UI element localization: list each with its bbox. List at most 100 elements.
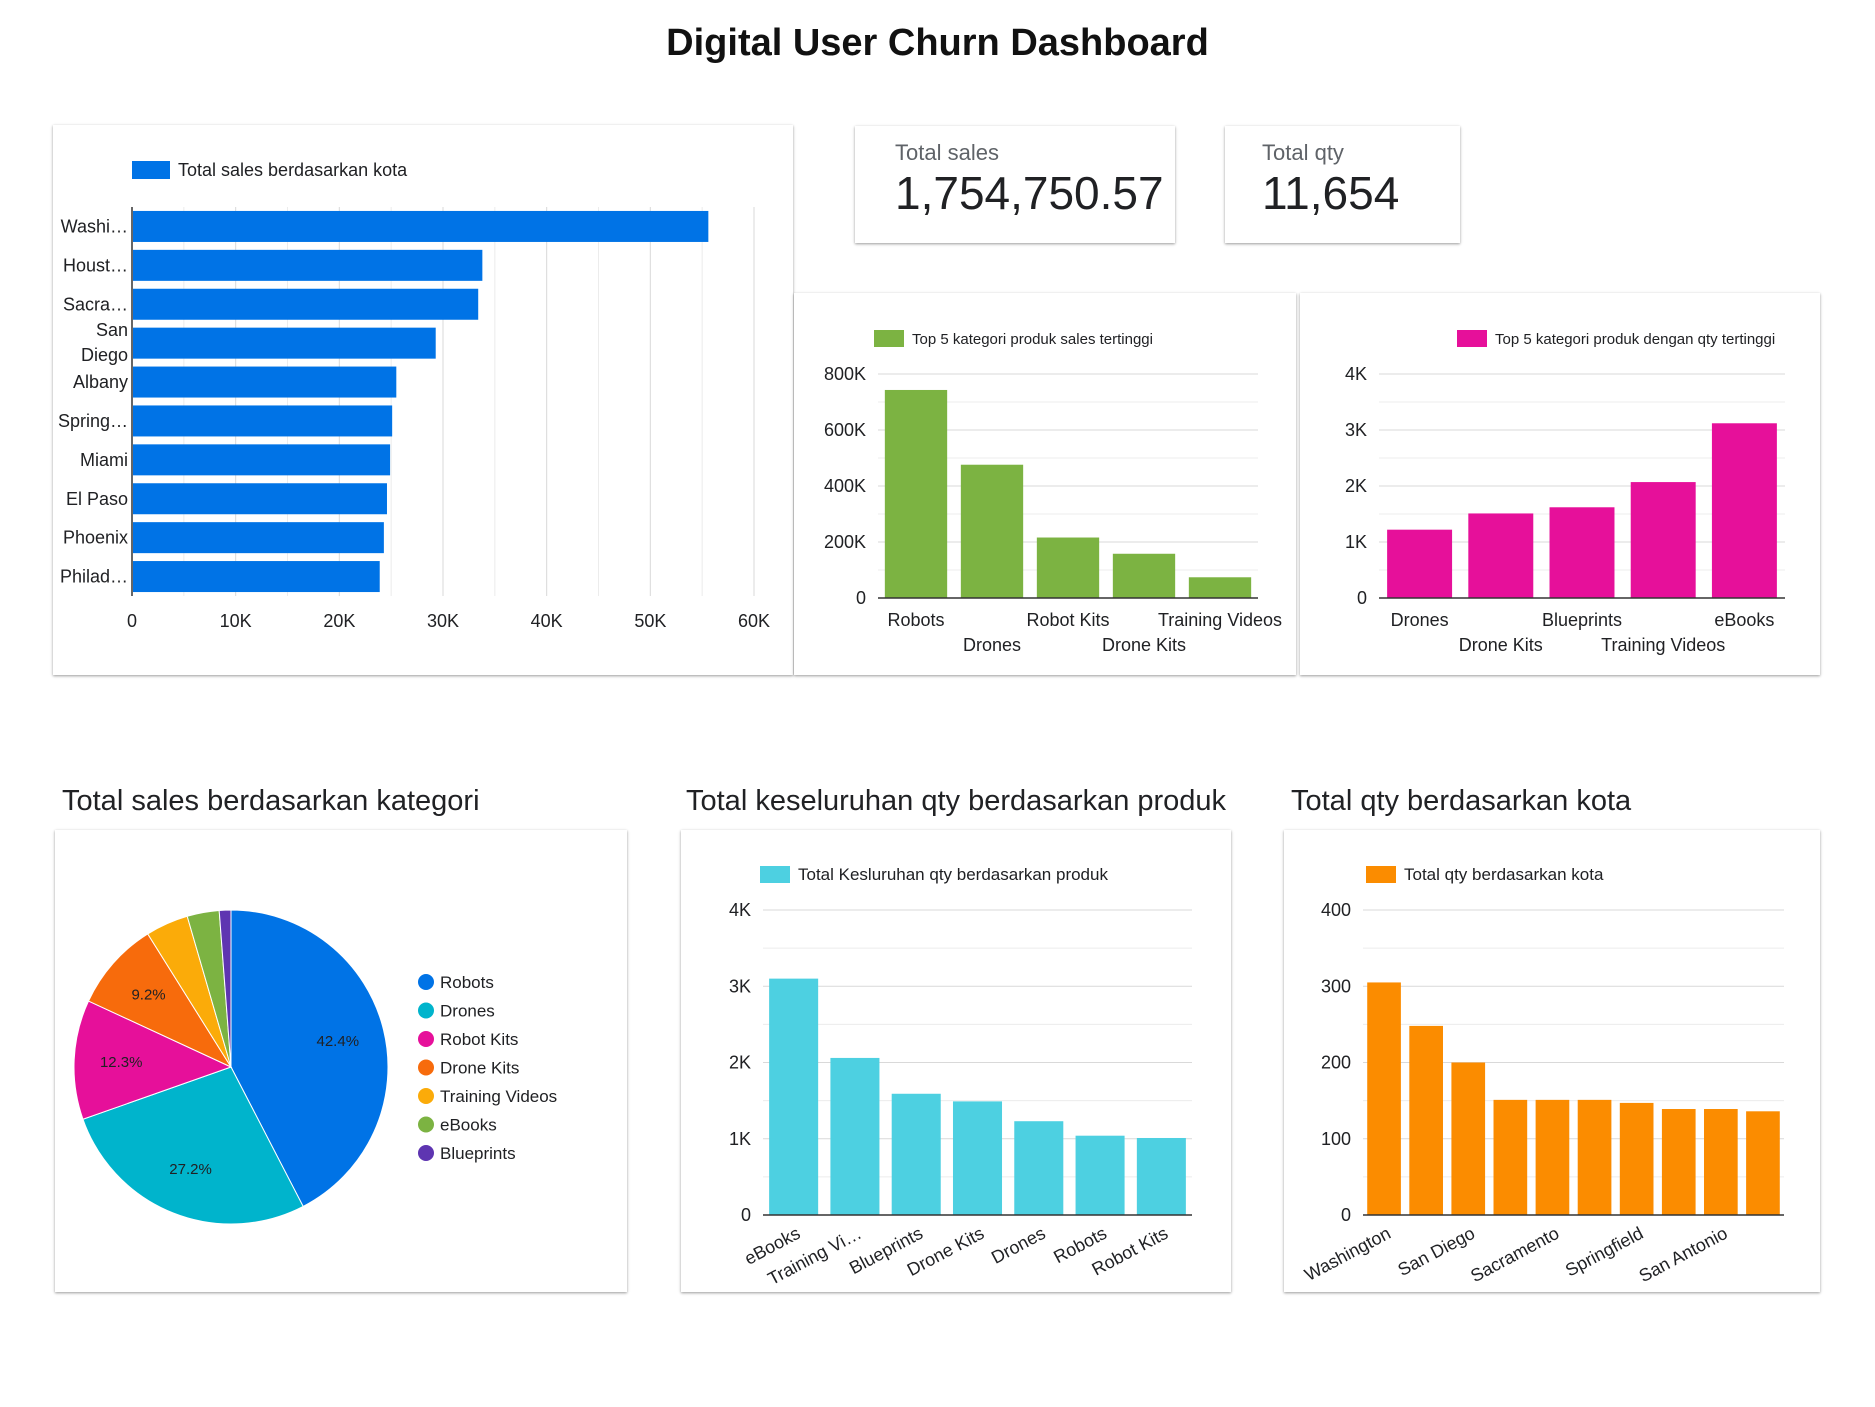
legend-swatch [1457, 330, 1487, 347]
y-tick-label: Washi… [61, 216, 128, 236]
x-tick-label: Robots [887, 610, 944, 630]
qty-city-heading: Total qty berdasarkan kota [1291, 785, 1632, 817]
legend-marker [418, 1059, 434, 1076]
y-tick-label: 3K [729, 976, 751, 996]
x-tick-label: Drones [988, 1223, 1049, 1268]
x-tick-label: San Antonio [1636, 1223, 1731, 1286]
y-tick-label: 0 [1357, 588, 1367, 608]
x-tick-label: Drone Kits [1102, 635, 1186, 655]
total-qty-value: 11,654 [1262, 167, 1400, 219]
top5-sales-card: Top 5 kategori produk sales tertinggi 0 20… [794, 293, 1296, 675]
bar [830, 1057, 880, 1215]
pie-value-label: 9.2% [131, 986, 165, 1003]
x-tick-label: 10K [220, 611, 252, 631]
legend-label: Top 5 kategori produk sales tertinggi [912, 331, 1153, 348]
x-tick-label: eBooks [1714, 610, 1774, 630]
bar [1577, 1099, 1612, 1215]
qty-by-product-chart: Total Kesluruhan qty berdasarkan produk 0… [729, 865, 1192, 1289]
y-tick-label: 0 [856, 588, 866, 608]
x-tick-label: 0 [127, 611, 137, 631]
pie-heading: Total sales berdasarkan kategori [62, 785, 480, 817]
x-tick-label: 40K [531, 611, 563, 631]
bar [1387, 529, 1453, 598]
bar [1036, 537, 1100, 598]
bar [1451, 1062, 1486, 1215]
bar [133, 210, 709, 242]
bar [133, 366, 397, 398]
y-tick-label: 1K [729, 1129, 751, 1149]
y-tick-label: Houst… [63, 255, 128, 275]
bar [1188, 577, 1252, 598]
legend-label: Robot Kits [440, 1030, 518, 1049]
legend-label: Drone Kits [440, 1059, 519, 1078]
pie-slice [73, 1000, 233, 1120]
pie-slice [218, 909, 232, 1068]
y-tick-label: 100 [1321, 1129, 1351, 1149]
legend-swatch [132, 161, 170, 179]
y-tick-label: 0 [1341, 1205, 1351, 1225]
x-tick-label: Blueprints [1542, 610, 1622, 630]
qty-by-city-card: Total qty berdasarkan kota 0 100 200 300 400 W… [1284, 830, 1820, 1292]
y-tick-label: 600K [824, 420, 866, 440]
legend-label: Drones [440, 1002, 495, 1021]
x-tick-label: Springfield [1562, 1223, 1646, 1281]
legend-swatch [874, 330, 904, 347]
x-tick-label: Washington [1301, 1223, 1394, 1285]
bar [133, 249, 483, 281]
total-qty-label: Total qty [1262, 140, 1344, 165]
y-tick-label: Spring… [58, 411, 128, 431]
legend-marker [418, 1116, 434, 1133]
bar [1535, 1099, 1570, 1215]
page-title: Digital User Churn Dashboard [666, 22, 1209, 64]
legend-swatch [1366, 866, 1396, 883]
bar [1112, 553, 1176, 598]
y-tick-label: Sacra… [63, 294, 128, 314]
y-tick-label: Albany [73, 372, 128, 392]
x-tick-label: San Diego [1395, 1223, 1479, 1280]
x-tick-label: Drones [1391, 610, 1449, 630]
x-tick-label: 60K [738, 611, 770, 631]
legend-label: Total Kesluruhan qty berdasarkan produk [798, 865, 1108, 884]
y-tick-label: Miami [80, 450, 128, 470]
bar [1746, 1111, 1780, 1215]
total-sales-scorecard: Total sales 1,754,750.57 [855, 126, 1175, 243]
x-tick-label: 30K [427, 611, 459, 631]
legend-label: Total qty berdasarkan kota [1404, 865, 1604, 884]
y-tick-label: 400 [1321, 900, 1351, 920]
legend-label: Total sales berdasarkan kota [178, 160, 408, 180]
pie-slice [230, 909, 389, 1208]
bar [133, 561, 380, 593]
bar [952, 1101, 1003, 1215]
bar [1619, 1102, 1654, 1215]
sales-by-category-card: 42.4% 27.2% 12.3% 9.2% Robots Drones Robot Kit… [55, 830, 627, 1292]
y-tick-label: Diego [81, 345, 128, 365]
bar [133, 483, 387, 515]
bar [769, 978, 819, 1215]
y-tick-label: 0 [741, 1205, 751, 1225]
bar [960, 464, 1024, 598]
x-tick-label: Training Videos [1158, 610, 1282, 630]
bar [1493, 1099, 1528, 1215]
bar [133, 444, 391, 476]
qty-by-city-chart: Total qty berdasarkan kota 0 100 200 300 400 W… [1301, 865, 1784, 1286]
bar [1630, 482, 1696, 598]
total-sales-label: Total sales [895, 140, 999, 165]
bar [1468, 513, 1534, 598]
pie-slice [87, 933, 233, 1069]
pie-value-label: 12.3% [100, 1054, 143, 1071]
legend-marker [418, 1002, 434, 1019]
y-tick-label: 3K [1345, 420, 1367, 440]
qty-by-product-card: Total Kesluruhan qty berdasarkan produk 0… [681, 830, 1231, 1292]
x-tick-label: Training Videos [1601, 635, 1725, 655]
bar [1136, 1137, 1186, 1215]
y-tick-label: 200K [824, 532, 866, 552]
sales-by-category-pie: 42.4% 27.2% 12.3% 9.2% Robots Drones Robot Kit… [73, 909, 557, 1225]
pie-value-label: 27.2% [169, 1161, 212, 1178]
x-tick-label: Drone Kits [1459, 635, 1543, 655]
bar [133, 405, 393, 437]
sales-by-city-chart: Total sales berdasarkan kota 0 10K 20K 30K 40… [58, 160, 770, 631]
legend-label: Top 5 kategori produk dengan qty terting… [1495, 331, 1775, 348]
top5-qty-card: Top 5 kategori produk dengan qty terting… [1300, 293, 1820, 675]
bar [1661, 1109, 1696, 1215]
bar [1075, 1135, 1125, 1215]
